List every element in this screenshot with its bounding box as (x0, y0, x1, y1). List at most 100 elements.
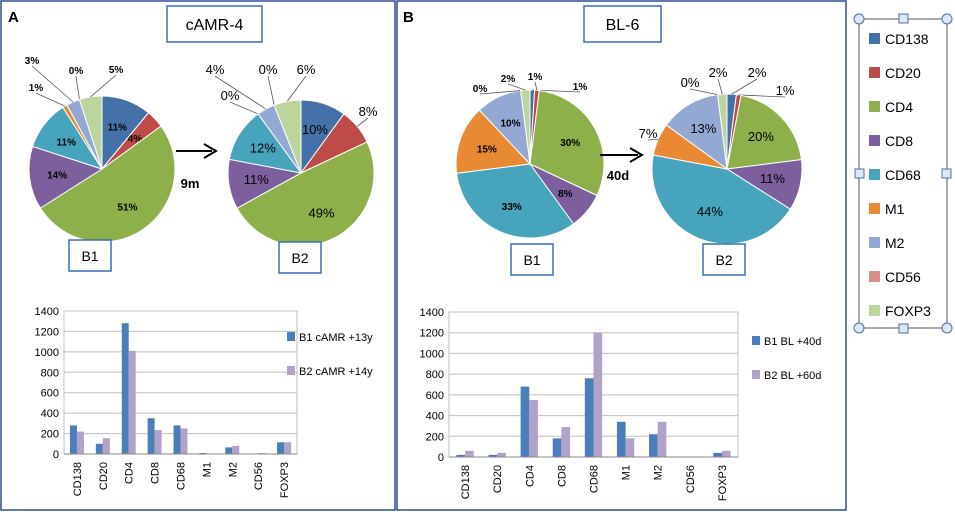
pie-label-cd56: 0% (259, 62, 278, 77)
panel-b-letter: B (403, 9, 414, 26)
pie-label-cd138: 2% (748, 65, 767, 80)
pie-label-cd20: 1% (776, 83, 795, 98)
leader-line (31, 65, 74, 103)
pie-label-cd4: 20% (748, 129, 774, 144)
legend-label-cd56: CD56 (885, 269, 921, 285)
leader-line (731, 78, 758, 95)
pie-label-m2: 4% (206, 62, 225, 77)
x-tick-label: CD20 (98, 462, 110, 490)
pie-a-b1-label: B1 (81, 248, 98, 264)
panel-a-frame (0, 0, 396, 511)
leader-line (717, 78, 723, 95)
arrow-a (176, 143, 218, 159)
legend-swatch-cd8 (869, 135, 880, 146)
legend-label-cd4: CD4 (885, 99, 913, 115)
pie-label-foxp3: 2% (709, 65, 728, 80)
pie-label-cd8: 11% (760, 171, 785, 186)
legend: CD138 CD20 CD4 CD8 CD68 M1 M2 CD56 FOXP3 (853, 13, 953, 334)
bar-chart-a: 0 200 400 600 800 1000 1200 1400 CD138 CD20 CD4 CD8… (35, 306, 374, 498)
leader-line (214, 75, 267, 110)
bar-legend-label: B2 BL +60d (764, 370, 821, 382)
arrow-b-label: 40d (607, 168, 629, 183)
pie-label-cd68: 12% (250, 141, 276, 156)
legend-swatch-cd20 (869, 67, 880, 78)
pie-label-cd68: 44% (697, 204, 723, 219)
pie-chart-a-b1: 11%4%51%14%11%1%3%0% 5% (25, 56, 176, 243)
leader-line (738, 94, 786, 98)
arrow-b (600, 147, 644, 163)
pie-label-cd20: 1% (528, 72, 543, 83)
bar-cd20-series-2 (102, 438, 110, 454)
bar-m2-series-2 (232, 445, 240, 454)
x-tick-label: CD56 (685, 465, 697, 493)
leader-line (267, 75, 275, 106)
bar-cd56-series-2 (258, 452, 266, 454)
bar-cd8-series-1 (147, 418, 155, 454)
pie-label-cd8: 8% (558, 189, 573, 200)
pie-slice-m2 (665, 94, 728, 171)
bar-legend-swatch (287, 366, 295, 375)
y-tick-label: 1200 (420, 328, 444, 340)
bar-m1-series-2 (625, 438, 635, 457)
pie-label-m1: 1% (29, 83, 44, 94)
legend-label-cd20: CD20 (885, 65, 921, 81)
legend-label-cd8: CD8 (885, 133, 913, 149)
bar-foxp3-series-2 (721, 450, 731, 457)
pie-slice-cd4 (236, 141, 375, 247)
legend-handles[interactable] (853, 13, 953, 334)
bar-legend-swatch (287, 332, 295, 341)
x-tick-label: CD8 (150, 462, 162, 484)
x-tick-label: CD4 (524, 465, 536, 487)
pie-label-cd56: 0% (473, 84, 488, 95)
y-tick-label: 800 (41, 367, 59, 379)
legend-swatch-m2 (869, 237, 880, 248)
bar-cd138-series-2 (76, 431, 84, 454)
pie-label-cd8: 14% (47, 171, 67, 182)
pie-label-m1: 7% (639, 126, 658, 141)
pie-slice-cd68 (651, 154, 792, 245)
x-tick-label: CD68 (176, 462, 188, 490)
y-tick-label: 800 (426, 369, 444, 381)
pie-label-cd68: 33% (502, 202, 522, 213)
legend-swatch-cd4 (869, 101, 880, 112)
bar-m1-series-1 (616, 421, 626, 457)
y-tick-label: 600 (41, 388, 59, 400)
x-tick-label: M1 (201, 462, 213, 477)
y-tick-label: 600 (426, 390, 444, 402)
pie-label-cd138: 11% (108, 122, 128, 133)
y-tick-label: 1400 (420, 307, 444, 319)
pie-slice-cd4 (529, 90, 605, 197)
leader-line (479, 90, 521, 95)
panel-b-title: BL-6 (606, 17, 640, 34)
leader-line (689, 88, 718, 95)
bar-cd8-series-2 (561, 426, 571, 457)
leader-line (647, 138, 659, 141)
pie-label-cd138: 10% (302, 122, 328, 137)
bar-foxp3-series-1 (713, 452, 722, 457)
pie-label-m2: 13% (690, 121, 716, 136)
panel-b-title-box (583, 5, 662, 43)
bar-legend-label: B1 cAMR +13y (299, 332, 373, 344)
leader-line (35, 92, 66, 107)
bar-legend-label: B1 BL +40d (764, 336, 821, 348)
pie-label-foxp3: 2% (501, 74, 516, 85)
pie-b-b1-label: B1 (523, 252, 540, 268)
bar-cd138-series-1 (69, 425, 77, 454)
y-tick-label: 200 (426, 431, 444, 443)
x-tick-label: CD56 (253, 462, 265, 490)
bar-foxp3-series-1 (277, 442, 285, 454)
bar-cd20-series-1 (488, 454, 498, 457)
pie-label-cd4: 51% (117, 202, 137, 213)
bar-legend-swatch (752, 336, 760, 345)
pie-chart-b-b2: 2% 1% 20% 11% 44% 7% 13% 0% 2% (639, 65, 803, 245)
pie-label-cd56: 0% (681, 75, 700, 90)
leader-line (75, 75, 80, 100)
x-tick-label: CD8 (556, 465, 568, 487)
leader-line (286, 75, 307, 102)
bar-cd4-series-1 (520, 386, 530, 457)
x-tick-label: M2 (227, 462, 239, 477)
bar-m2-series-1 (225, 447, 233, 454)
bar-chart-b: 0 200 400 600 800 1000 1200 1400 CD138 CD20 CD4 CD8… (420, 307, 822, 501)
legend-label-foxp3: FOXP3 (885, 303, 931, 319)
